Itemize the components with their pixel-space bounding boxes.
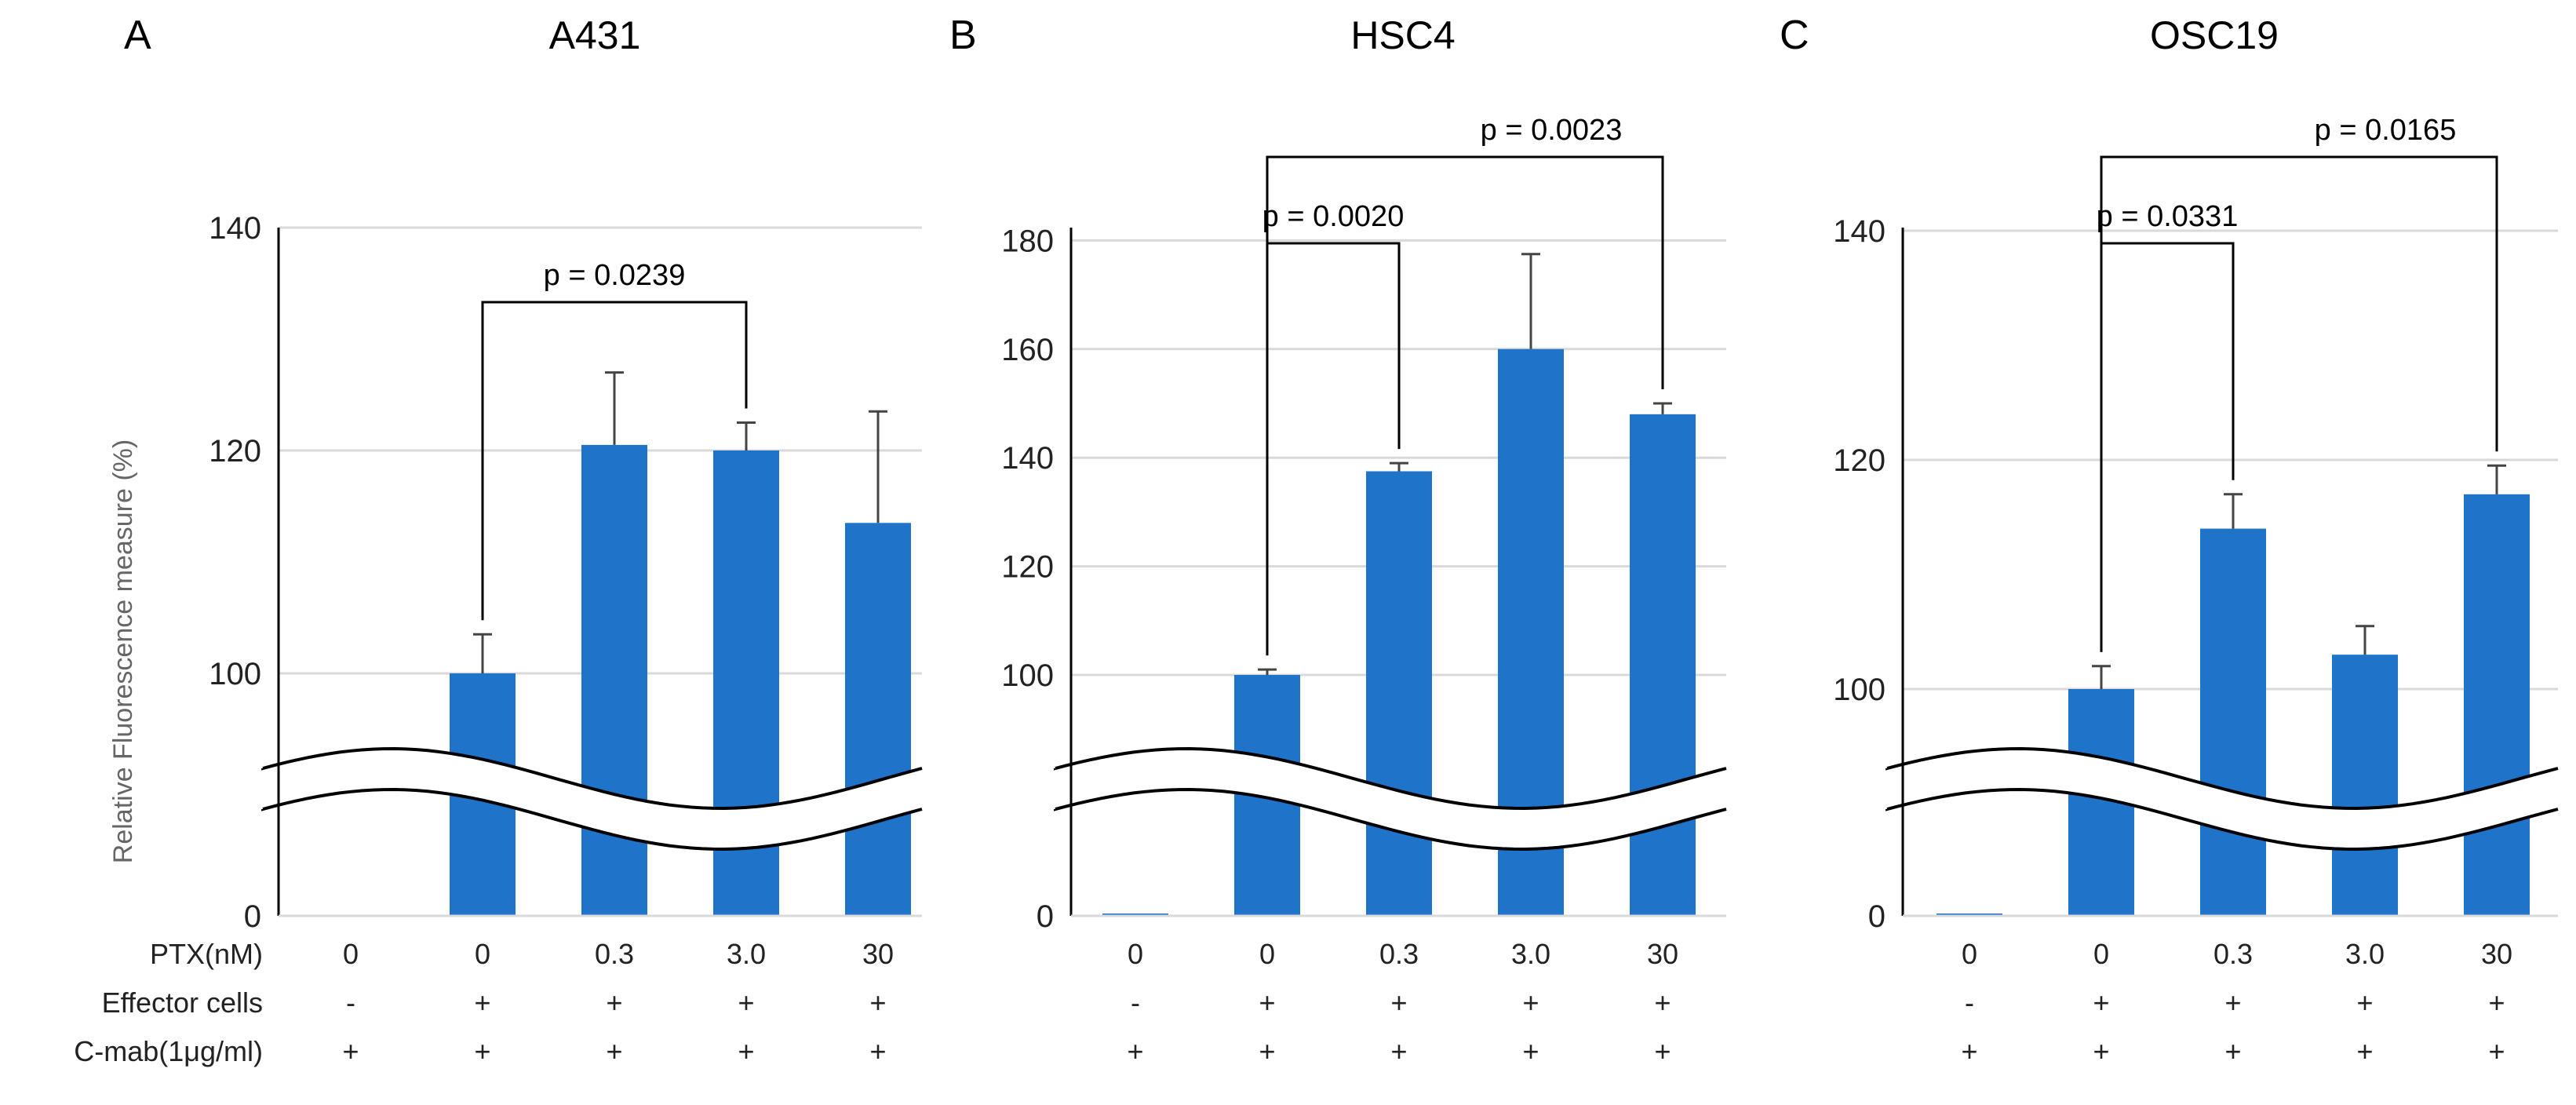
bar	[1630, 414, 1696, 916]
p-value-label: p = 0.0020	[1262, 200, 1405, 233]
p-value-label: p = 0.0239	[544, 259, 686, 292]
axis-break-line	[1054, 746, 1727, 811]
x-category-label: +	[2093, 986, 2109, 1019]
bar	[1366, 471, 1432, 916]
x-category-label: +	[1654, 1035, 1671, 1067]
x-category-label: 3.0	[727, 938, 766, 970]
row-label-effector: Effector cells	[102, 986, 263, 1019]
x-category-label: +	[1522, 1035, 1539, 1067]
x-category-label: +	[1259, 1035, 1275, 1067]
x-category-label: 0	[1259, 938, 1275, 970]
x-category-label: +	[606, 986, 622, 1019]
y-tick-label: 120	[1001, 550, 1054, 585]
y-tick-label: 140	[1001, 441, 1054, 476]
x-category-label: +	[1961, 1035, 1977, 1067]
bar	[2332, 655, 2398, 916]
bar	[2464, 494, 2530, 916]
axis-break-band	[263, 749, 922, 849]
x-category-label: +	[738, 986, 754, 1019]
x-category-label: 0.3	[595, 938, 634, 970]
chart-title-a431: A431	[549, 13, 641, 57]
y-tick-label: 120	[209, 434, 261, 469]
x-category-label: 0	[343, 938, 359, 970]
x-category-label: +	[1654, 986, 1671, 1019]
x-category-label: +	[1127, 1035, 1143, 1067]
x-category-label: 3.0	[2345, 938, 2385, 970]
x-category-label: +	[2488, 986, 2505, 1019]
p-value-label: p = 0.0023	[1481, 114, 1623, 147]
x-category-label: +	[1390, 986, 1407, 1019]
x-category-label: 0	[475, 938, 490, 970]
y-tick-label: 160	[1001, 333, 1054, 367]
y-tick-label: 140	[209, 211, 261, 246]
y-tick-label: 120	[1833, 443, 1886, 478]
chart-title-hsc4: HSC4	[1350, 13, 1455, 57]
y-tick-label: 0	[1868, 899, 1886, 934]
y-tick-label: 180	[1001, 224, 1054, 258]
x-category-label: +	[606, 1035, 622, 1067]
x-category-label: +	[1259, 986, 1275, 1019]
axis-break-line	[261, 787, 923, 852]
axis-break-line	[1054, 787, 1727, 852]
significance-bracket	[1266, 155, 1664, 656]
x-category-label: -	[1965, 986, 1974, 1019]
y-tick-label: 100	[1001, 658, 1054, 693]
x-category-label: 0.3	[2213, 938, 2253, 970]
x-category-label: 0	[1962, 938, 1977, 970]
axes	[277, 228, 2558, 917]
p-value-label: p = 0.0331	[2097, 200, 2239, 233]
labels: A B C A431 HSC4 OSC19 Relative Fluoresce…	[74, 13, 2512, 1067]
significance-bracket	[2100, 155, 2498, 652]
panel-letter-a: A	[124, 13, 151, 58]
x-category-label: +	[474, 1035, 490, 1067]
axis-break-line	[1886, 787, 2559, 852]
x-category-label: +	[474, 986, 490, 1019]
x-category-label: 30	[1647, 938, 1678, 970]
bar	[2200, 528, 2266, 916]
x-category-label: +	[869, 986, 886, 1019]
x-category-label: +	[2093, 1035, 2109, 1067]
y-tick-label: 100	[209, 657, 261, 691]
x-category-label: 3.0	[1511, 938, 1550, 970]
x-category-label: +	[2356, 1035, 2373, 1067]
axis-breaks	[261, 746, 2559, 852]
row-label-cmab: C-mab(1μg/ml)	[74, 1035, 263, 1067]
x-category-label: +	[869, 1035, 886, 1067]
row-label-ptx: PTX(nM)	[150, 938, 263, 970]
y-tick-label: 100	[1833, 673, 1886, 707]
x-category-label: 0	[2093, 938, 2109, 970]
x-category-label: 0.3	[1379, 938, 1419, 970]
x-category-label: +	[1390, 1035, 1407, 1067]
bar	[845, 523, 911, 916]
x-category-label: 30	[2481, 938, 2512, 970]
y-tick-label: 0	[1037, 899, 1054, 934]
x-category-label: -	[346, 986, 355, 1019]
y-tick-label: 0	[244, 899, 261, 934]
x-category-label: +	[342, 1035, 359, 1067]
p-value-label: p = 0.0165	[2315, 114, 2457, 147]
chart-title-osc19: OSC19	[2150, 13, 2279, 57]
x-category-label: +	[2488, 1035, 2505, 1067]
significance-bracket	[481, 301, 748, 621]
axis-break-band	[1887, 749, 2558, 849]
axis-break-band	[1055, 749, 1726, 849]
axis-break-line	[261, 746, 923, 811]
x-category-label: +	[738, 1035, 754, 1067]
x-category-label: +	[2356, 986, 2373, 1019]
bar	[581, 444, 647, 916]
x-category-label: +	[1522, 986, 1539, 1019]
x-category-label: 30	[862, 938, 894, 970]
panel-letter-b: B	[949, 13, 977, 58]
x-category-label: -	[1131, 986, 1140, 1019]
significance-brackets: p = 0.0239 p = 0.0020 p = 0.0023 p = 0.0331…	[481, 114, 2498, 656]
y-tick-label: 140	[1833, 214, 1886, 249]
error-bars	[473, 253, 2506, 689]
x-category-label: 0	[1128, 938, 1143, 970]
x-category-label: +	[2224, 986, 2241, 1019]
x-category-label: +	[2224, 1035, 2241, 1067]
axis-break-line	[1886, 746, 2559, 811]
y-axis-label: Relative Fluorescence measure (%)	[108, 439, 138, 863]
panel-letter-c: C	[1780, 13, 1809, 58]
